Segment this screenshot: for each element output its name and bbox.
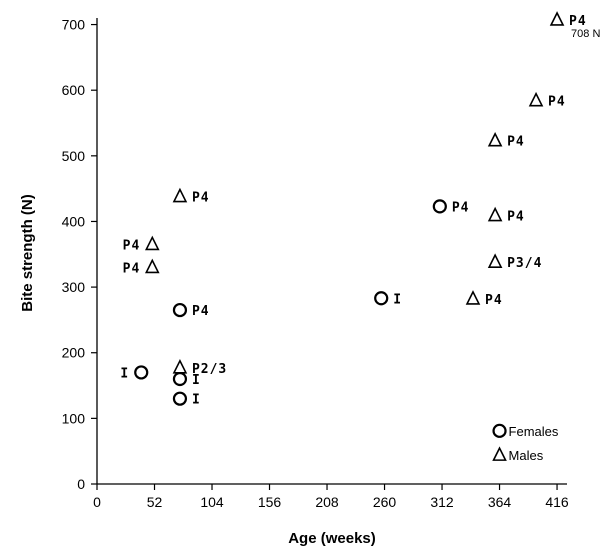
triangle-marker — [465, 290, 481, 305]
y-axis-ticks: 0 100 200 300 400 500 600 700 — [62, 17, 97, 492]
point-label: P4 — [485, 293, 503, 308]
triangle-marker — [492, 446, 507, 461]
y-tick-label: 0 — [77, 476, 85, 492]
circle-marker — [172, 391, 188, 406]
x-tick-label: 312 — [430, 494, 454, 510]
point-label: P4 — [192, 304, 210, 319]
legend: Females Males — [492, 423, 559, 463]
circle-marker — [134, 365, 149, 380]
point-label: P3/4 — [507, 256, 542, 271]
triangle-marker — [487, 206, 503, 222]
legend-label: Males — [509, 448, 544, 463]
x-tick-label: 208 — [315, 494, 339, 510]
x-tick-label: 156 — [258, 494, 282, 510]
y-tick-label: 400 — [62, 213, 86, 229]
y-tick-label: 100 — [62, 410, 86, 426]
point-label: P4 — [548, 95, 566, 110]
triangle-marker — [144, 235, 160, 251]
x-tick-label: 416 — [545, 494, 569, 510]
point-label: P4 — [507, 135, 525, 150]
x-axis-ticks: 0 52 104 156 208 260 312 364 416 — [93, 484, 569, 510]
circle-marker — [492, 423, 507, 438]
point-label: I — [393, 292, 402, 307]
y-tick-label: 300 — [62, 279, 86, 295]
triangle-marker — [549, 11, 565, 26]
y-tick-label: 600 — [62, 82, 86, 98]
point-label: I — [192, 393, 201, 408]
legend-label: Females — [509, 424, 559, 439]
y-tick-label: 700 — [62, 17, 86, 33]
x-tick-label: 0 — [93, 494, 101, 510]
y-tick-label: 200 — [62, 345, 86, 361]
point-label: P4 — [507, 210, 525, 225]
circle-marker — [374, 291, 389, 306]
circle-marker — [432, 199, 447, 214]
circle-marker — [172, 371, 188, 387]
point-label: P4 — [123, 238, 141, 253]
x-axis-title: Age (weeks) — [288, 530, 376, 547]
point-label: I — [120, 366, 129, 381]
triangle-marker — [487, 253, 503, 268]
y-tick-label: 500 — [62, 148, 86, 164]
x-tick-label: 260 — [373, 494, 397, 510]
point-label: P4 — [192, 191, 210, 206]
triangle-marker — [487, 131, 503, 147]
triangle-marker — [172, 359, 188, 374]
x-tick-label: 364 — [488, 494, 512, 510]
triangle-marker — [144, 258, 160, 274]
axes — [96, 18, 567, 485]
point-annotation: 708 N — [571, 28, 600, 40]
triangle-marker — [528, 91, 544, 107]
circle-marker — [172, 302, 188, 318]
point-label: P4 — [452, 200, 470, 215]
point-label: P4 — [569, 14, 587, 29]
triangle-marker — [172, 187, 188, 203]
x-tick-label: 52 — [147, 494, 163, 510]
x-tick-label: 104 — [200, 494, 224, 510]
y-axis-title: Bite strength (N) — [19, 194, 36, 312]
point-label: I — [192, 373, 201, 388]
point-label: P4 — [123, 261, 141, 276]
point-label: P2/3 — [192, 362, 227, 377]
